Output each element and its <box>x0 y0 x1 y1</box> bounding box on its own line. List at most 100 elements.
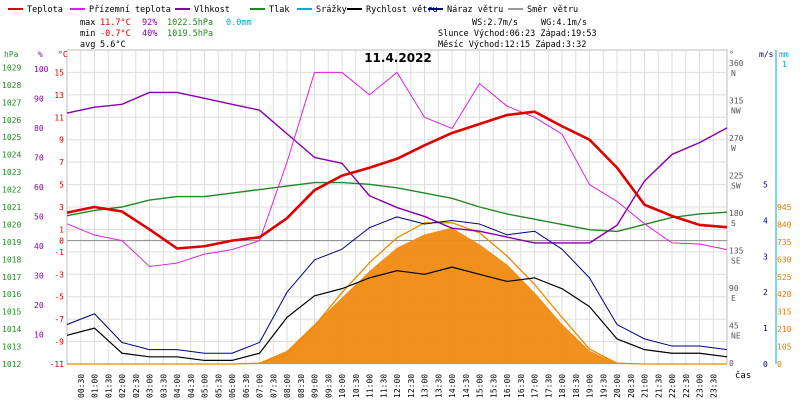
x-tick-label: 16:00 <box>503 374 512 398</box>
x-tick-label: 11:30 <box>379 374 388 398</box>
hpa-tick-label: 1026 <box>2 116 21 125</box>
x-tick-label: 01:00 <box>91 374 100 398</box>
x-tick-label: 22:00 <box>668 374 677 398</box>
legend-label: Teplota <box>27 5 63 15</box>
humidity-line <box>66 91 728 244</box>
x-tick-label: 08:00 <box>283 374 292 398</box>
temp-tick-label: 11 <box>54 113 64 122</box>
x-tick-label: 07:30 <box>269 374 278 398</box>
legend-label: Směr větru <box>527 5 578 15</box>
stats-value: 1019.5hPa <box>167 29 213 39</box>
ms-tick-label: 4 <box>763 216 768 225</box>
temp-tick-label: -9 <box>54 338 64 347</box>
hpa-tick-label: 1024 <box>2 151 21 160</box>
x-tick-label: 15:30 <box>489 374 498 398</box>
wm2-tick-label: 315 <box>777 308 792 317</box>
x-tick-label: 00:30 <box>77 374 86 398</box>
hpa-tick-label: 1025 <box>2 133 21 142</box>
temp-tick-label: -1 <box>54 248 64 257</box>
x-tick-label: 18:30 <box>572 374 581 398</box>
hpa-tick-label: 1012 <box>2 360 21 369</box>
x-tick-label: 01:30 <box>104 374 113 398</box>
legend-label: Srážky <box>316 5 347 15</box>
dir-tick-label: 90 <box>729 284 739 293</box>
pct-tick-label: 20 <box>34 301 44 310</box>
stats-value: 92% <box>142 18 157 28</box>
x-tick-label: 10:00 <box>338 374 347 398</box>
hpa-tick-label: 1013 <box>2 343 21 352</box>
x-tick-label: 11:00 <box>366 374 375 398</box>
x-tick-label: 08:30 <box>297 374 306 398</box>
x-tick-label: 10:30 <box>352 374 361 398</box>
dir-compass-label: NE <box>731 332 741 341</box>
stats-value: 5.6°C <box>100 40 126 50</box>
temp-tick-label: 7 <box>59 158 64 167</box>
legend-label: Tlak <box>269 5 289 15</box>
stats-value: WS:2.7m/s <box>472 18 518 28</box>
wm2-tick-label: 0 <box>777 360 782 369</box>
stats-value: WG:4.1m/s <box>541 18 587 28</box>
dir-compass-label: SE <box>731 257 741 266</box>
x-tick-label: 13:00 <box>421 374 430 398</box>
stats-value: 1022.5hPa <box>167 18 213 28</box>
x-tick-label: 04:30 <box>187 374 196 398</box>
x-tick-label: 06:30 <box>242 374 251 398</box>
x-axis-title: čas <box>735 370 751 381</box>
stats-value: -0.7°C <box>100 29 131 39</box>
pct-tick-label: 70 <box>34 153 44 162</box>
wm2-tick-label: 840 <box>777 220 792 229</box>
x-tick-label: 12:00 <box>393 374 402 398</box>
dir-tick-label: 315 <box>729 97 744 106</box>
zero-label: 0 <box>59 237 64 246</box>
dir-tick-label: 225 <box>729 172 744 181</box>
hpa-tick-label: 1022 <box>2 186 21 195</box>
wm2-tick-label: 945 <box>777 203 792 212</box>
mm-tick-label: 1 <box>782 60 787 69</box>
temp-tick-label: -11 <box>50 360 65 369</box>
dir-compass-label: W <box>731 144 736 153</box>
x-tick-label: 17:00 <box>531 374 540 398</box>
dir-tick-label: 180 <box>729 209 744 218</box>
wm2-tick-label: 210 <box>777 325 792 334</box>
wind-gust-line <box>66 216 728 354</box>
dir-tick-label: 270 <box>729 134 744 143</box>
hpa-tick-label: 1018 <box>2 255 21 264</box>
pct-tick-label: 30 <box>34 271 44 280</box>
hpa-axis-title: hPa <box>4 50 19 59</box>
stats-value: 0.0mm <box>226 18 252 28</box>
stats-value: 40% <box>142 29 157 39</box>
grid <box>67 50 727 365</box>
x-tick-label: 12:30 <box>407 374 416 398</box>
hpa-tick-label: 1023 <box>2 168 21 177</box>
wm2-tick-label: 630 <box>777 255 792 264</box>
dir-compass-label: SW <box>731 182 741 191</box>
x-tick-label: 07:00 <box>256 374 265 398</box>
x-tick-label: 22:30 <box>682 374 691 398</box>
pct-tick-label: 10 <box>34 330 44 339</box>
temp-tick-label: 13 <box>54 91 64 100</box>
x-tick-label: 23:00 <box>696 374 705 398</box>
pct-axis-title: % <box>38 50 43 59</box>
x-tick-label: 23:30 <box>709 374 718 398</box>
x-tick-label: 14:00 <box>448 374 457 398</box>
x-tick-label: 09:30 <box>324 374 333 398</box>
wm2-tick-label: 105 <box>777 343 792 352</box>
x-tick-label: 03:30 <box>159 374 168 398</box>
hpa-tick-label: 1017 <box>2 273 21 282</box>
hpa-tick-label: 1029 <box>2 63 21 72</box>
legend-label: Vlhkost <box>194 5 230 15</box>
x-tick-label: 20:30 <box>627 374 636 398</box>
legend-label: Náraz větru <box>447 5 503 15</box>
dir-tick-label: 0 <box>729 359 734 368</box>
degc-axis-title: °C <box>58 50 68 59</box>
hpa-tick-label: 1016 <box>2 290 21 299</box>
wm2-tick-label: 420 <box>777 290 792 299</box>
temp-tick-label: 5 <box>59 181 64 190</box>
temperature-line <box>66 110 728 250</box>
pct-tick-label: 60 <box>34 183 44 192</box>
ms-tick-label: 3 <box>763 252 768 261</box>
legend-label: Rychlost větru <box>366 5 438 15</box>
stats-value: 11.7°C <box>100 18 131 28</box>
ground-temperature-line <box>66 71 728 267</box>
ms-axis-title: m/s <box>759 50 774 59</box>
